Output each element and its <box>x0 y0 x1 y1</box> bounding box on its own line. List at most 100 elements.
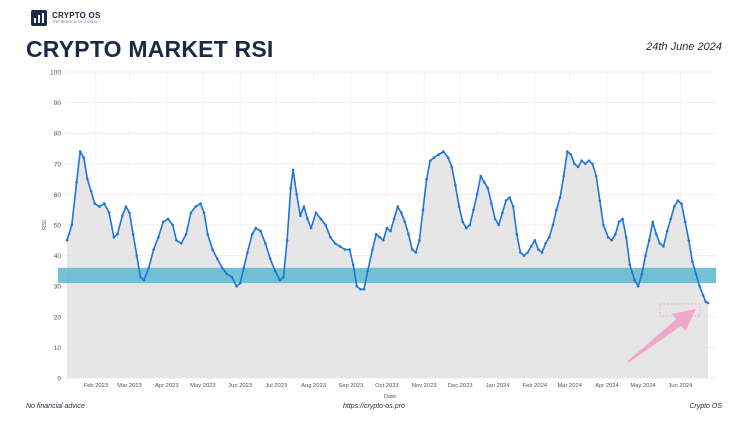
x-tick-label: Apr 2023 <box>155 383 179 389</box>
rsi-data-point <box>362 288 366 291</box>
report-date: 24th June 2024 <box>646 41 722 53</box>
rsi-data-point <box>537 248 540 251</box>
rsi-data-point <box>282 275 285 279</box>
rsi-data-point <box>665 229 669 233</box>
rsi-data-point <box>504 199 508 202</box>
rsi-data-point <box>687 239 691 242</box>
rsi-data-point <box>329 235 332 239</box>
rsi-data-point <box>273 269 277 273</box>
rsi-data-point <box>683 220 687 224</box>
rsi-data-point <box>662 245 665 248</box>
rsi-data-point <box>606 235 610 239</box>
rsi-data-point <box>348 248 351 251</box>
rsi-data-point <box>610 239 614 242</box>
x-tick-label: Jun 2024 <box>668 383 693 389</box>
rsi-data-point <box>306 217 309 221</box>
rsi-data-point <box>291 168 295 172</box>
oversold-band <box>58 267 716 284</box>
rsi-data-point <box>418 239 421 242</box>
rsi-data-point <box>555 208 558 211</box>
rsi-data-point <box>446 156 450 159</box>
rsi-data-point <box>475 193 479 196</box>
rsi-data-point <box>166 217 170 221</box>
x-tick-label: Jul 2023 <box>265 383 287 389</box>
rsi-data-point <box>421 208 425 211</box>
rsi-data-point <box>533 239 537 242</box>
rsi-data-point <box>86 177 89 181</box>
rsi-data-point <box>268 257 272 261</box>
rsi-data-point <box>501 211 504 215</box>
rsi-data-point <box>519 251 522 254</box>
x-axis-title: Date <box>384 394 396 400</box>
rsi-data-point <box>407 232 410 236</box>
brand-logo-icon <box>31 10 47 26</box>
rsi-data-point <box>107 211 111 215</box>
rsi-data-point <box>454 183 457 187</box>
rsi-data-point <box>93 202 96 205</box>
rsi-data-point <box>351 263 355 267</box>
rsi-data-point <box>587 159 591 162</box>
rsi-data-point <box>139 275 142 279</box>
rsi-data-point <box>437 153 440 156</box>
x-tick-label: Nov 2023 <box>412 383 437 389</box>
rsi-data-point <box>544 242 547 245</box>
rsi-data-point <box>385 226 389 230</box>
brand-name: CRYPTO OS <box>52 10 101 20</box>
x-tick-label: May 2023 <box>190 383 215 389</box>
rsi-data-point <box>644 254 647 257</box>
rsi-data-point <box>617 220 621 224</box>
x-tick-label: Apr 2024 <box>595 383 619 389</box>
rsi-data-point <box>486 187 490 190</box>
rsi-data-point <box>250 232 254 236</box>
rsi-data-point <box>651 220 654 224</box>
rsi-data-point <box>246 251 249 254</box>
rsi-data-point <box>515 232 519 236</box>
x-tick-label: Oct 2023 <box>375 383 399 389</box>
rsi-area-fill <box>67 151 708 378</box>
rsi-data-point <box>299 214 302 218</box>
rsi-data-point <box>636 284 640 288</box>
y-tick-label: 50 <box>54 223 62 230</box>
rsi-data-point <box>701 294 705 297</box>
rsi-data-point <box>691 260 694 264</box>
rsi-data-point <box>680 202 683 205</box>
rsi-data-point <box>112 235 116 239</box>
rsi-data-point <box>614 232 617 236</box>
x-tick-label: Dec 2023 <box>448 383 473 389</box>
rsi-data-point <box>70 223 74 227</box>
rsi-data-point <box>472 208 475 211</box>
rsi-data-point <box>124 205 128 208</box>
rsi-data-point <box>374 232 378 236</box>
y-tick-label: 90 <box>54 100 62 107</box>
footer-disclaimer: No financial advice <box>26 403 85 410</box>
rsi-data-point <box>371 248 374 251</box>
y-axis-title: RSI <box>42 220 48 230</box>
rsi-data-point <box>673 205 676 208</box>
rsi-data-point <box>698 284 701 288</box>
rsi-data-point <box>147 266 151 270</box>
rsi-data-point <box>131 232 135 236</box>
rsi-data-point <box>425 177 428 181</box>
rsi-data-point <box>285 239 289 242</box>
rsi-data-point <box>483 180 486 184</box>
rsi-data-point <box>220 266 224 270</box>
rsi-data-point <box>558 196 562 199</box>
brand-tagline: THE SEARCH OF SIGNAL <box>52 19 99 24</box>
rsi-data-point <box>479 174 483 178</box>
rsi-data-point <box>442 150 445 153</box>
rsi-data-point <box>355 284 359 288</box>
rsi-data-point <box>338 245 342 248</box>
rsi-data-point <box>655 232 658 236</box>
rsi-data-point <box>410 248 414 251</box>
x-tick-label: Feb 2024 <box>523 383 548 389</box>
y-tick-label: 0 <box>57 376 61 383</box>
rsi-data-point <box>389 229 392 233</box>
annotation-arrow-tip-outline <box>659 303 701 317</box>
rsi-data-point <box>189 211 193 215</box>
rsi-data-point <box>511 205 515 208</box>
y-tick-label: 40 <box>54 253 62 260</box>
rsi-data-point <box>235 284 238 288</box>
rsi-data-point <box>194 205 197 208</box>
x-tick-label: Jan 2024 <box>486 383 511 389</box>
brand-logo: CRYPTO OS THE SEARCH OF SIGNAL <box>30 9 100 27</box>
